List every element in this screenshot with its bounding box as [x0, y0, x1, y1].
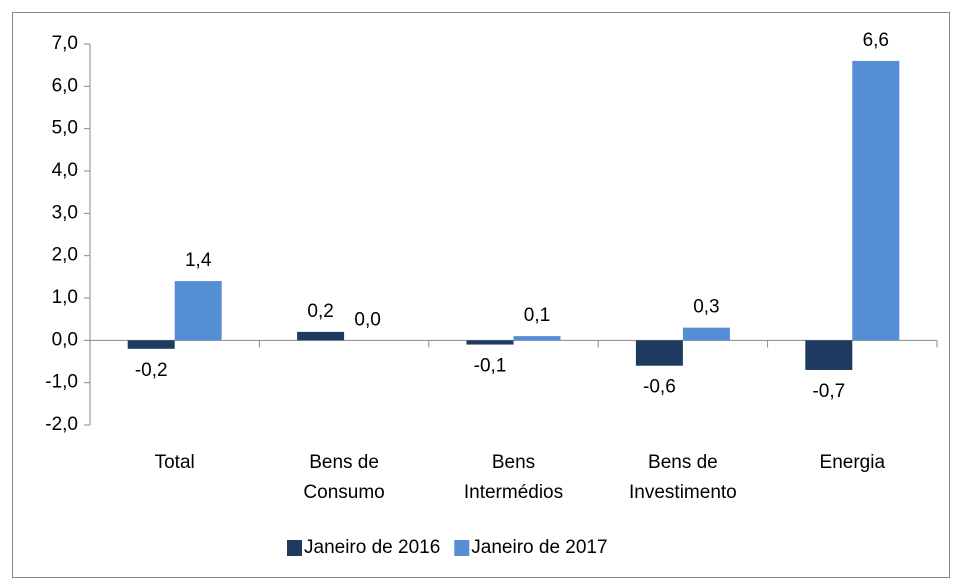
value-label: 0,1: [524, 305, 550, 326]
value-label: 6,6: [863, 30, 889, 51]
y-tick-label: 3,0: [52, 202, 78, 223]
legend-label: Janeiro de 2016: [304, 537, 440, 558]
value-label: 0,3: [693, 297, 719, 318]
y-tick-label: 6,0: [52, 75, 78, 96]
legend-swatch: [454, 540, 470, 556]
bar: [805, 340, 853, 370]
bar: [852, 60, 900, 341]
bar: [513, 336, 561, 341]
value-label: 1,4: [185, 250, 212, 271]
bar: [174, 281, 222, 341]
value-label: 0,2: [307, 301, 333, 322]
bar: [466, 340, 514, 345]
bar: [682, 327, 730, 341]
y-tick-label: 0,0: [52, 329, 78, 350]
bar: [635, 340, 683, 366]
y-tick-label: -2,0: [45, 414, 78, 435]
x-tick-label: Total: [154, 452, 195, 473]
value-label: -0,7: [812, 381, 845, 402]
x-tick-label: Energia: [819, 452, 886, 473]
bar: [127, 340, 175, 349]
value-label: 0,0: [354, 309, 380, 330]
value-label: -0,1: [474, 356, 507, 377]
x-tick-label: Bens Intermédios: [463, 452, 564, 503]
value-label: -0,6: [643, 377, 676, 398]
value-label: -0,2: [135, 360, 168, 381]
x-tick-label: Bens de Investimento: [629, 452, 737, 503]
chart-frame: [12, 12, 950, 578]
y-tick-label: 2,0: [52, 245, 78, 266]
y-tick-label: -1,0: [45, 372, 78, 393]
y-tick-label: 4,0: [52, 160, 78, 181]
bar: [297, 331, 345, 341]
y-tick-label: 5,0: [52, 118, 78, 139]
y-tick-label: 7,0: [52, 33, 78, 54]
y-tick-label: 1,0: [52, 287, 78, 308]
x-tick-label: Bens de Consumo: [303, 452, 385, 503]
legend-label: Janeiro de 2017: [471, 537, 607, 558]
legend-swatch: [287, 540, 302, 556]
